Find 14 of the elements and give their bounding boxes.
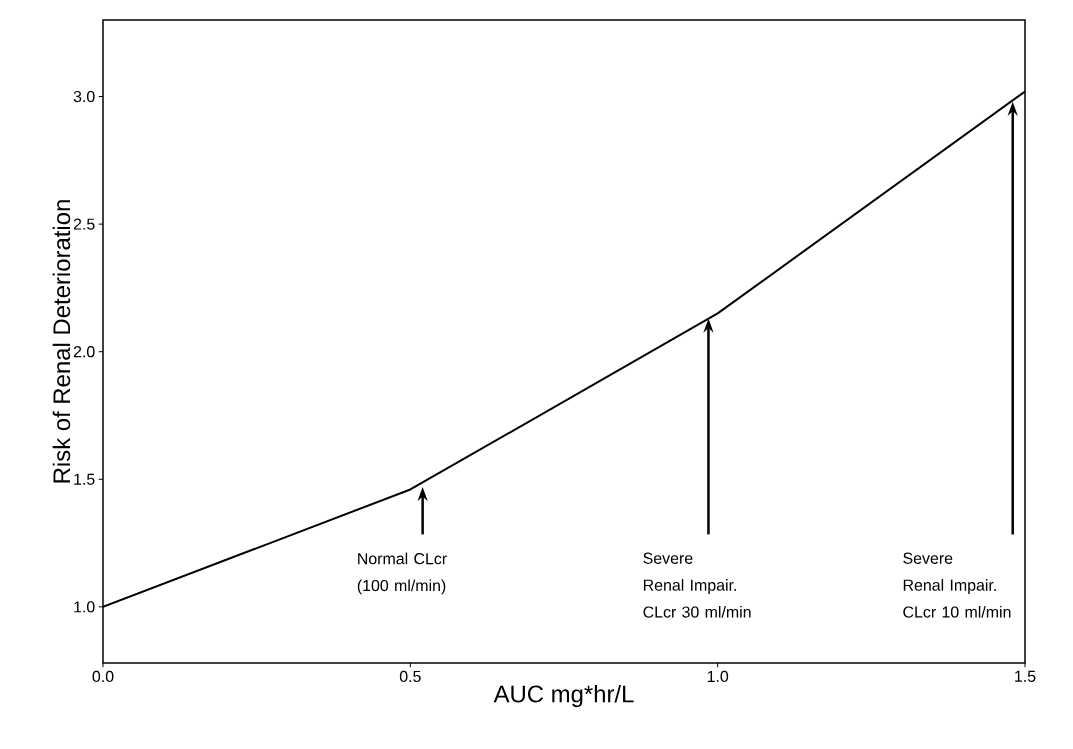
x-tick-label: 1.5 [1015,670,1036,682]
annotation: Severe Renal Impair. CLcr 30 ml/min [643,552,751,618]
y-axis-title: Risk of Renal Deterioration [52,200,71,483]
x-tick-label: 1.0 [707,670,729,683]
y-tick-label: 1.0 [74,601,95,613]
annotation: Severe Renal Impair. CLcr 10 ml/min [903,552,1011,618]
x-axis-title: AUC mg*hr/L [493,684,634,708]
y-tick-label: 3.0 [73,90,95,103]
y-tick-label: 1.5 [74,473,95,485]
y-tick-label: 2.0 [73,346,95,358]
annotation: Normal CLcr (100 ml/min) [357,552,447,595]
y-tick-label: 2.5 [73,218,95,230]
x-tick-label: 0.5 [399,670,421,683]
x-tick-label: 0.0 [92,670,114,683]
